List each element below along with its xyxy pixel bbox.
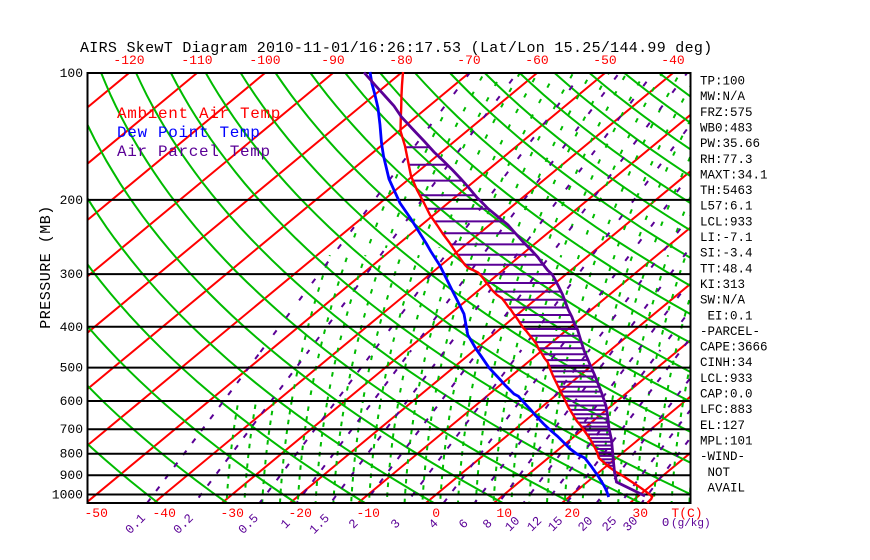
svg-text:-50: -50 <box>593 53 616 68</box>
svg-text:600: 600 <box>60 394 83 409</box>
svg-text:RH:77.3: RH:77.3 <box>700 153 753 167</box>
svg-text:-110: -110 <box>181 53 212 68</box>
svg-text:30: 30 <box>632 506 648 521</box>
svg-text:-10: -10 <box>356 506 379 521</box>
svg-text:PRESSURE (MB): PRESSURE (MB) <box>38 205 55 329</box>
svg-text:CAPE:3666: CAPE:3666 <box>700 341 768 355</box>
svg-text:200: 200 <box>60 193 83 208</box>
svg-text:SW:N/A: SW:N/A <box>700 294 746 308</box>
svg-text:400: 400 <box>60 320 83 335</box>
svg-text:900: 900 <box>60 468 83 483</box>
svg-text:300: 300 <box>60 267 83 282</box>
svg-text:700: 700 <box>60 422 83 437</box>
svg-text:-80: -80 <box>389 53 412 68</box>
svg-text:-60: -60 <box>525 53 548 68</box>
svg-text:MW:N/A: MW:N/A <box>700 90 746 104</box>
svg-text:-30: -30 <box>220 506 243 521</box>
svg-text:Dew Point Temp: Dew Point Temp <box>117 124 261 142</box>
svg-text:PW:35.66: PW:35.66 <box>700 137 760 151</box>
svg-text:LI:-7.1: LI:-7.1 <box>700 231 753 245</box>
svg-text:LCL:933: LCL:933 <box>700 215 753 229</box>
svg-text:Θ: Θ <box>662 516 669 530</box>
svg-text:CINH:34: CINH:34 <box>700 356 753 370</box>
svg-text:LCL:933: LCL:933 <box>700 372 753 386</box>
svg-text:-70: -70 <box>457 53 480 68</box>
svg-text:MPL:101: MPL:101 <box>700 434 753 448</box>
svg-text:WB0:483: WB0:483 <box>700 121 753 135</box>
svg-text:-100: -100 <box>249 53 280 68</box>
svg-text:-20: -20 <box>288 506 311 521</box>
svg-text:-120: -120 <box>113 53 144 68</box>
svg-text:Ambient Air Temp: Ambient Air Temp <box>117 105 281 123</box>
svg-text:EI:0.1: EI:0.1 <box>700 309 753 323</box>
svg-text:MAXT:34.1: MAXT:34.1 <box>700 168 768 182</box>
svg-text:LFC:883: LFC:883 <box>700 403 753 417</box>
svg-text:NOT: NOT <box>700 466 731 480</box>
svg-text:Air Parcel Temp: Air Parcel Temp <box>117 143 271 161</box>
svg-text:TT:48.4: TT:48.4 <box>700 262 753 276</box>
svg-text:0: 0 <box>432 506 440 521</box>
svg-text:10: 10 <box>496 506 512 521</box>
svg-text:-50: -50 <box>84 506 107 521</box>
svg-text:SI:-3.4: SI:-3.4 <box>700 247 753 261</box>
svg-text:CAP:0.0: CAP:0.0 <box>700 388 753 402</box>
svg-text:KI:313: KI:313 <box>700 278 745 292</box>
svg-text:-WIND-: -WIND- <box>700 450 745 464</box>
svg-text:TH:5463: TH:5463 <box>700 184 753 198</box>
svg-text:T(C): T(C) <box>671 506 702 521</box>
svg-text:-PARCEL-: -PARCEL- <box>700 325 760 339</box>
svg-text:100: 100 <box>60 66 83 81</box>
svg-text:AVAIL: AVAIL <box>700 481 745 495</box>
svg-text:-90: -90 <box>321 53 344 68</box>
svg-text:1000: 1000 <box>52 488 83 503</box>
svg-text:TP:100: TP:100 <box>700 75 745 89</box>
svg-text:FRZ:575: FRZ:575 <box>700 106 753 120</box>
svg-text:(g/kg): (g/kg) <box>671 518 711 530</box>
svg-text:20: 20 <box>564 506 580 521</box>
svg-text:800: 800 <box>60 447 83 462</box>
svg-text:L57:6.1: L57:6.1 <box>700 200 753 214</box>
svg-text:EL:127: EL:127 <box>700 419 745 433</box>
svg-text:AIRS SkewT Diagram 2010-11-01/: AIRS SkewT Diagram 2010-11-01/16:26:17.5… <box>80 40 713 57</box>
svg-text:500: 500 <box>60 361 83 376</box>
svg-text:-40: -40 <box>661 53 684 68</box>
svg-text:-40: -40 <box>152 506 175 521</box>
